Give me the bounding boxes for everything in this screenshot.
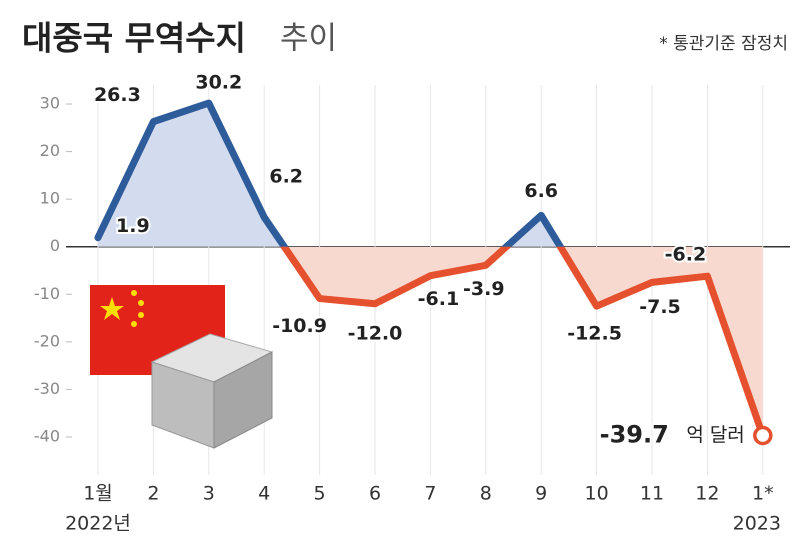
flag-star bbox=[138, 300, 144, 306]
value-label: 6.6 bbox=[524, 180, 558, 202]
x-tick-label: 8 bbox=[480, 483, 492, 505]
area-positive bbox=[98, 103, 763, 247]
value-label: 30.2 bbox=[195, 72, 242, 94]
y-tick-label: -40 bbox=[34, 426, 60, 445]
value-label: -6.1 bbox=[418, 288, 460, 310]
x-tick-label: 3 bbox=[203, 483, 215, 505]
flag-star bbox=[131, 290, 137, 296]
year-label: 2022년 bbox=[65, 513, 131, 535]
line-positive bbox=[94, 99, 565, 247]
y-tick-label: -10 bbox=[34, 284, 60, 303]
flag-star bbox=[138, 312, 144, 318]
flag-star bbox=[100, 297, 124, 320]
container-front bbox=[213, 351, 273, 449]
value-label: 1.9 bbox=[116, 215, 150, 237]
value-label: -6.2 bbox=[665, 244, 707, 266]
flag-star bbox=[131, 321, 137, 327]
area-negative bbox=[284, 246, 763, 436]
value-label: -3.9 bbox=[463, 278, 505, 300]
x-tick-label: 9 bbox=[535, 483, 547, 505]
x-tick-label: 11 bbox=[640, 483, 664, 505]
chart-subtitle: 추이 bbox=[280, 21, 337, 57]
label-layer: 1.9 26.3 30.2 6.2 -10.9 -12.0 -6.1 -3.9 6.6 -12.5… bbox=[92, 70, 747, 451]
value-label: -39.7 bbox=[600, 421, 669, 449]
note: * 통관기준 잠정치 bbox=[659, 34, 788, 54]
y-tick-label: 0 bbox=[50, 236, 60, 255]
x-tick-label: 2 bbox=[147, 483, 159, 505]
chart-title: 대중국 무역수지 bbox=[22, 19, 246, 58]
value-label: 6.2 bbox=[269, 166, 303, 188]
value-label: -12.0 bbox=[348, 322, 403, 344]
value-label: 26.3 bbox=[94, 84, 141, 106]
x-tick-label: 10 bbox=[585, 483, 609, 505]
x-tick-label: 5 bbox=[314, 483, 326, 505]
line-negative bbox=[280, 246, 767, 440]
y-tick-label: 10 bbox=[40, 189, 60, 208]
decoration bbox=[90, 285, 274, 449]
end-marker bbox=[753, 425, 773, 446]
value-label: -10.9 bbox=[272, 315, 327, 337]
value-label: -7.5 bbox=[639, 296, 681, 318]
year-label: 2023 bbox=[733, 513, 781, 535]
x-tick-label: 6 bbox=[369, 483, 381, 505]
value-unit: 억 달러 bbox=[686, 424, 744, 446]
x-tick-label: 7 bbox=[424, 483, 436, 505]
x-tick-label: 4 bbox=[258, 483, 270, 505]
y-tick-label: -30 bbox=[34, 379, 60, 398]
area-layer bbox=[98, 103, 763, 436]
value-label: -12.5 bbox=[567, 323, 622, 345]
line-layer bbox=[94, 99, 773, 446]
x-tick-label: 1월 bbox=[83, 483, 113, 505]
y-tick-label: 30 bbox=[40, 94, 60, 113]
x-tick-label: 1* bbox=[752, 483, 774, 505]
y-tick-label: 20 bbox=[40, 141, 60, 160]
y-tick-label: -20 bbox=[34, 331, 60, 350]
x-tick-label: 12 bbox=[695, 483, 719, 505]
